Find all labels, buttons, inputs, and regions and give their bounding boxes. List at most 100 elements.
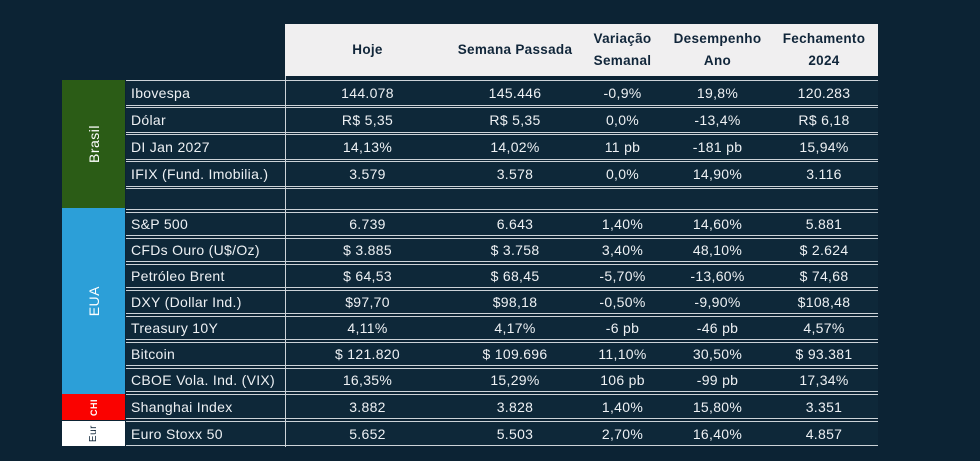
cell-hoje: 5.652 xyxy=(349,425,386,442)
cell-desempenho-ano: 14,60% xyxy=(692,216,743,232)
cell-variacao-semanal: -0,50% xyxy=(599,294,646,310)
cell-desempenho-ano: 15,80% xyxy=(692,398,743,415)
cell-variacao-semanal: -5,70% xyxy=(599,268,646,284)
cell-variacao-semanal: 3,40% xyxy=(601,242,644,258)
cell-semana-passada: 3.578 xyxy=(496,166,534,182)
cell-hoje: $ 121.820 xyxy=(335,346,400,362)
cell-variacao-semanal: 11,10% xyxy=(598,346,647,362)
cell-desempenho-ano: -13,60% xyxy=(690,268,745,284)
column-header-line: Hoje xyxy=(352,42,383,57)
table-row-di-jan-2027: DI Jan 2027 14,13% 14,02% 11 pb -181 pb … xyxy=(126,134,878,160)
table-row-dolar: Dólar R$ 5,35 R$ 5,35 0,0% -13,4% R$ 6,1… xyxy=(126,107,878,133)
table-row-dxy: DXY (Dollar Ind.) $97,70 $98,18 -0,50% -… xyxy=(126,290,878,314)
table-row-cfds-ouro: CFDs Ouro (U$/Oz) $ 3.885 $ 3.758 3,40% … xyxy=(126,238,878,262)
cell-variacao-semanal: 106 pb xyxy=(600,372,645,388)
sidebar-region-eua: EUA xyxy=(62,208,125,394)
cell-variacao-semanal: 1,40% xyxy=(601,398,644,415)
group-brasil: Ibovespa 144.078 145.446 -0,9% 19,8% 120… xyxy=(126,80,878,188)
cell-variacao-semanal: 11 pb xyxy=(604,139,641,155)
row-label: Ibovespa xyxy=(131,85,191,101)
cell-fechamento-2024: 15,94% xyxy=(799,139,849,155)
sidebar-region-label: Eur xyxy=(88,424,99,443)
column-header-line: 2024 xyxy=(808,53,840,68)
cell-semana-passada: 15,29% xyxy=(490,372,540,388)
cell-semana-passada: 5.503 xyxy=(496,425,534,442)
table-vertical-divider xyxy=(285,76,286,447)
sidebar-region-eur: Eur xyxy=(62,421,125,446)
cell-semana-passada: 4,17% xyxy=(494,320,536,336)
cell-hoje: 4,11% xyxy=(347,320,388,336)
row-label: CBOE Vola. Ind. (VIX) xyxy=(131,372,276,388)
table-row-sp500: S&P 500 6.739 6.643 1,40% 14,60% 5.881 xyxy=(126,212,878,236)
cell-hoje: 14,13% xyxy=(342,139,393,155)
cell-semana-passada: 3.828 xyxy=(496,398,534,415)
cell-hoje: 6.739 xyxy=(349,216,386,232)
cell-semana-passada: $ 68,45 xyxy=(490,268,540,284)
cell-hoje: 3.579 xyxy=(349,166,386,182)
table-row-ifix: IFIX (Fund. Imobilia.) 3.579 3.578 0,0% … xyxy=(126,161,878,187)
cell-semana-passada: 6.643 xyxy=(496,216,534,232)
row-label: DI Jan 2027 xyxy=(131,139,210,155)
cell-fechamento-2024: R$ 6,18 xyxy=(798,112,850,128)
row-label: IFIX (Fund. Imobilia.) xyxy=(131,166,269,182)
cell-fechamento-2024: 17,34% xyxy=(799,372,849,388)
table-row-bitcoin: Bitcoin $ 121.820 $ 109.696 11,10% 30,50… xyxy=(126,342,878,366)
cell-desempenho-ano: -13,4% xyxy=(694,112,741,128)
row-label: Petróleo Brent xyxy=(131,268,225,284)
cell-fechamento-2024: $ 93.381 xyxy=(795,346,853,362)
cell-semana-passada: R$ 5,35 xyxy=(489,112,541,128)
cell-variacao-semanal: -0,9% xyxy=(603,85,642,101)
row-label: Bitcoin xyxy=(131,346,176,362)
cell-fechamento-2024: $108,48 xyxy=(797,294,851,310)
table-header: Hoje Semana Passada Variação Semanal Des… xyxy=(285,24,878,76)
sidebar-region-brasil: Brasil xyxy=(62,80,125,208)
cell-variacao-semanal: 1,40% xyxy=(601,216,644,232)
cell-fechamento-2024: $ 74,68 xyxy=(799,268,849,284)
cell-semana-passada: 145.446 xyxy=(488,85,542,101)
cell-variacao-semanal: 0,0% xyxy=(605,166,640,182)
cell-variacao-semanal: 0,0% xyxy=(605,112,640,128)
cell-desempenho-ano: 19,8% xyxy=(696,85,739,101)
group-eua: S&P 500 6.739 6.643 1,40% 14,60% 5.881 C… xyxy=(126,212,878,394)
table-row-euro-stoxx-50: Euro Stoxx 50 5.652 5.503 2,70% 16,40% 4… xyxy=(126,421,878,446)
column-header-hoje: Hoje xyxy=(285,24,450,76)
cell-variacao-semanal: 2,70% xyxy=(601,425,644,442)
row-label: Treasury 10Y xyxy=(131,320,219,336)
cell-desempenho-ano: 48,10% xyxy=(692,242,743,258)
cell-hoje: R$ 5,35 xyxy=(341,112,394,128)
cell-variacao-semanal: -6 pb xyxy=(605,320,640,336)
column-header-fechamento-2024: Fechamento 2024 xyxy=(770,24,878,76)
column-header-variacao-semanal: Variação Semanal xyxy=(580,24,665,76)
table-row-shanghai-index: Shanghai Index 3.882 3.828 1,40% 15,80% … xyxy=(126,394,878,419)
column-header-line: Variação xyxy=(593,31,652,46)
cell-desempenho-ano: 16,40% xyxy=(692,425,743,442)
column-header-desempenho-ano: Desempenho Ano xyxy=(665,24,770,76)
cell-hoje: 3.882 xyxy=(349,398,386,415)
cell-desempenho-ano: -181 pb xyxy=(692,139,743,155)
cell-desempenho-ano: 30,50% xyxy=(692,346,743,362)
cell-fechamento-2024: 5.881 xyxy=(805,216,843,232)
sidebar-region-label: EUA xyxy=(85,285,102,317)
cell-fechamento-2024: 4,57% xyxy=(803,320,845,336)
cell-fechamento-2024: $ 2.624 xyxy=(799,242,849,258)
sidebar-region-label: CHI xyxy=(88,398,99,416)
group-eur: Euro Stoxx 50 5.652 5.503 2,70% 16,40% 4… xyxy=(126,421,878,446)
row-label: Dólar xyxy=(131,112,166,128)
column-header-line: Ano xyxy=(703,53,732,68)
cell-semana-passada: $98,18 xyxy=(492,294,538,310)
table-row-ibovespa: Ibovespa 144.078 145.446 -0,9% 19,8% 120… xyxy=(126,80,878,106)
cell-hoje: $ 3.885 xyxy=(343,242,392,258)
cell-fechamento-2024: 4.857 xyxy=(805,425,843,442)
column-header-line: Fechamento xyxy=(782,31,866,46)
cell-semana-passada: $ 109.696 xyxy=(482,346,548,362)
cell-desempenho-ano: -9,90% xyxy=(694,294,741,310)
table-row-cboe-vix: CBOE Vola. Ind. (VIX) 16,35% 15,29% 106 … xyxy=(126,368,878,392)
table-row-treasury-10y: Treasury 10Y 4,11% 4,17% -6 pb -46 pb 4,… xyxy=(126,316,878,340)
cell-hoje: $ 64,53 xyxy=(343,268,392,284)
cell-fechamento-2024: 3.116 xyxy=(806,166,842,182)
table-row-petroleo-brent: Petróleo Brent $ 64,53 $ 68,45 -5,70% -1… xyxy=(126,264,878,288)
column-header-line: Semanal xyxy=(593,53,652,68)
sidebar-region-label: Brasil xyxy=(85,124,102,163)
row-label: CFDs Ouro (U$/Oz) xyxy=(131,242,260,258)
